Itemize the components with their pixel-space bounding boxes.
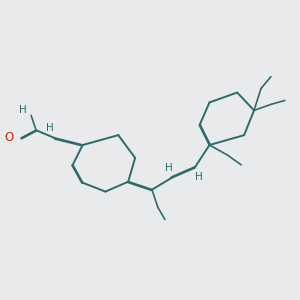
Text: O: O	[5, 130, 14, 144]
Text: H: H	[195, 172, 203, 182]
Text: H: H	[46, 123, 54, 133]
Text: H: H	[165, 163, 173, 173]
Text: H: H	[19, 105, 27, 116]
